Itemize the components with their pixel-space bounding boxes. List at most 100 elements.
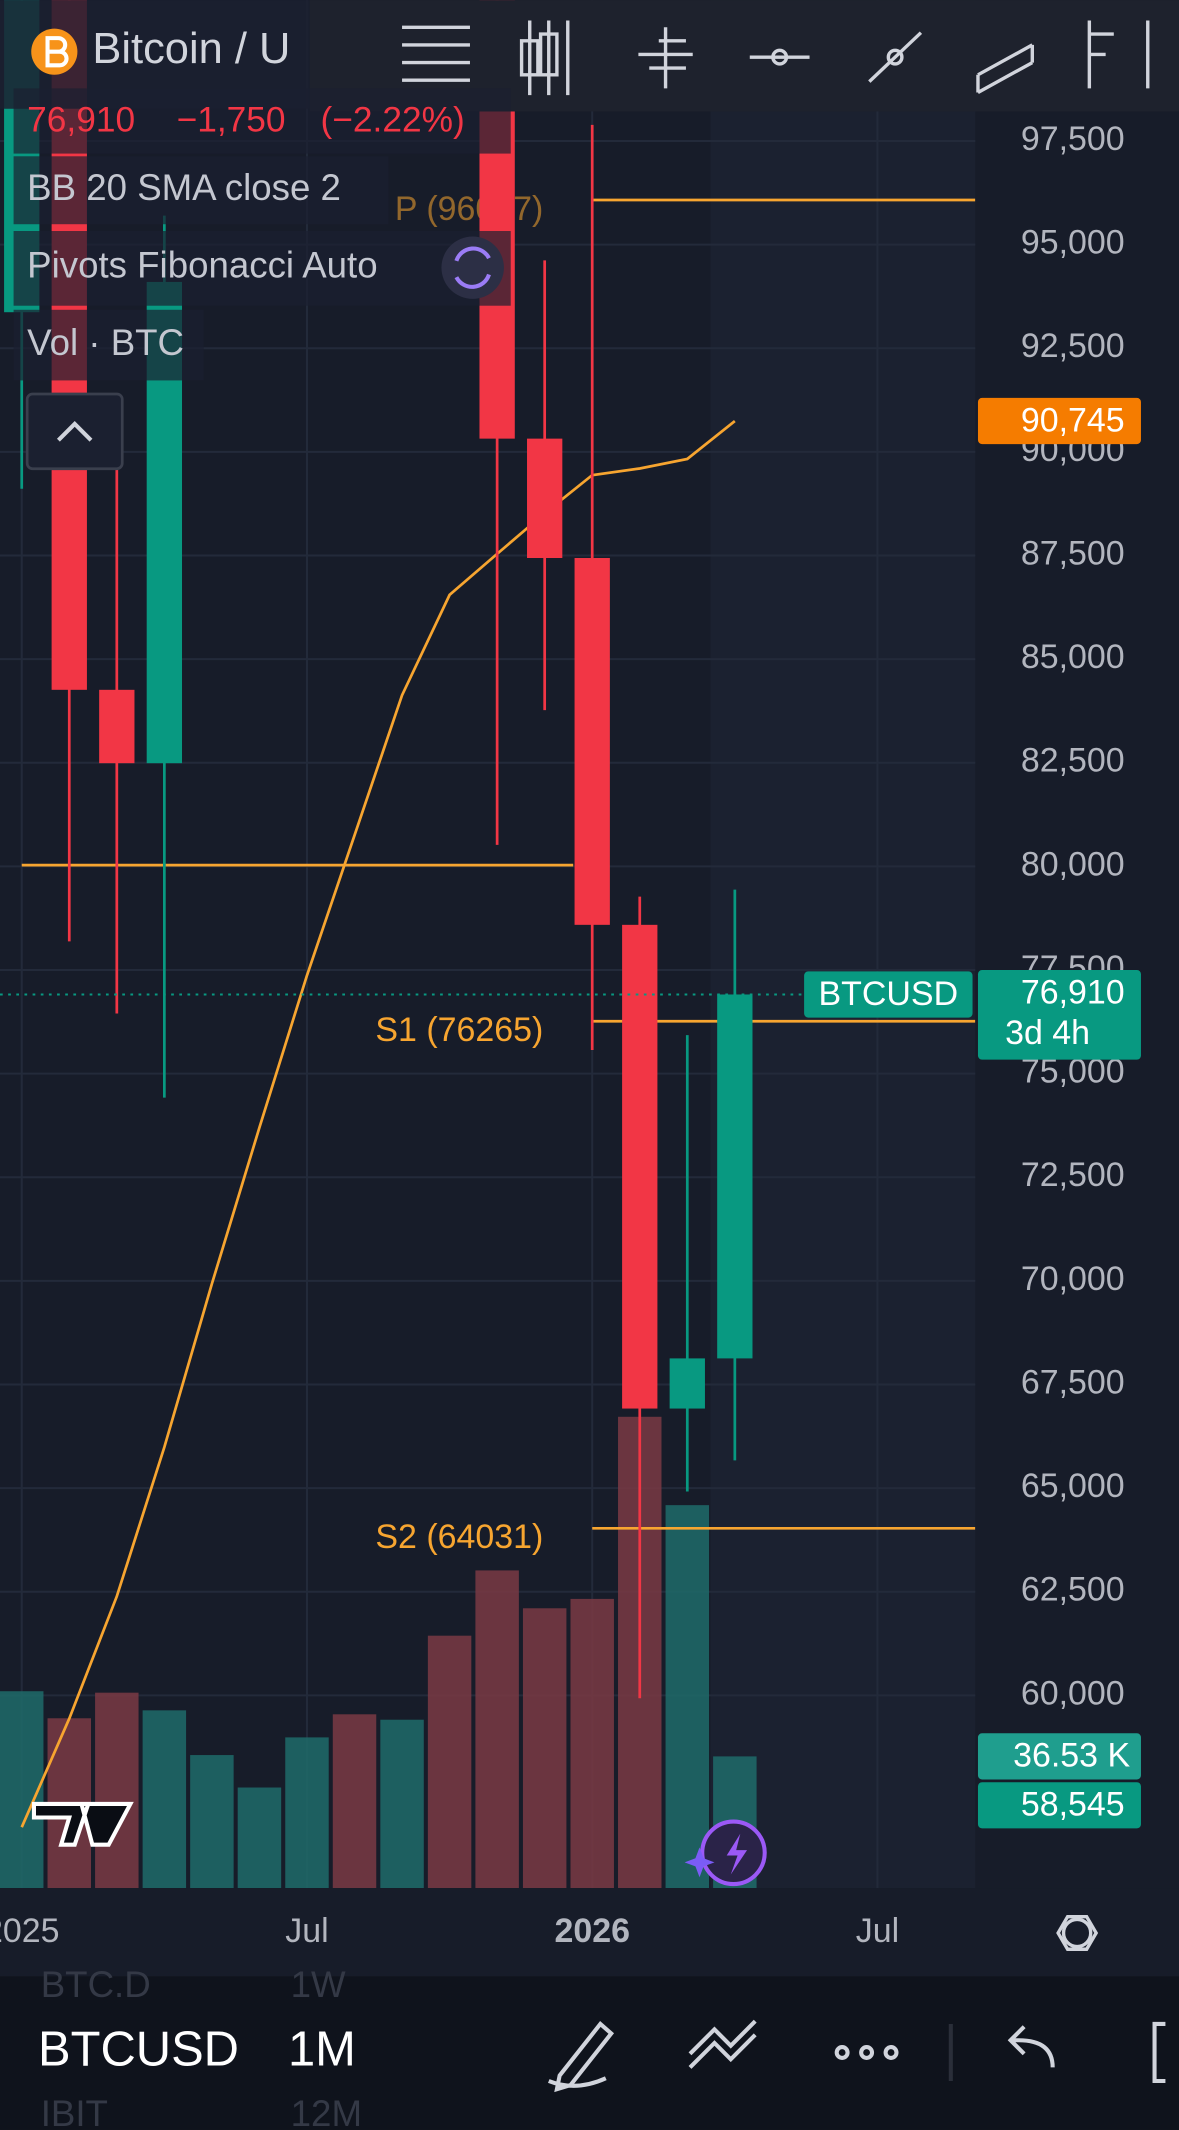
symbol-tag-bg — [804, 971, 973, 1018]
time-axis — [0, 1888, 1179, 1977]
pivot-label: S2 (64031) — [375, 1518, 543, 1556]
price-legend: 76,910 −1,750 (−2.22%) — [27, 101, 465, 140]
tool-dot[interactable] — [886, 48, 904, 66]
sparkle-icon — [684, 1847, 715, 1878]
pen-icon[interactable] — [547, 2021, 615, 2093]
legend-row-bg — [13, 309, 204, 381]
settings-gear[interactable] — [1056, 1914, 1099, 1951]
tool-lines[interactable] — [402, 25, 470, 82]
x-tick-label: 2025 — [0, 1912, 59, 1950]
pivot-label: P (96077) — [395, 190, 543, 228]
bottom-icons — [547, 2019, 1166, 2093]
bottom-bar — [0, 1976, 1179, 2130]
tv-logo — [31, 1801, 134, 1847]
y-tick-label: 62,500 — [1021, 1571, 1125, 1609]
tool-candles[interactable] — [519, 20, 570, 96]
faded-interval[interactable]: 12M — [291, 2093, 362, 2130]
volume-bar — [522, 1608, 567, 1889]
volume-bar — [475, 1570, 519, 1889]
sma-badge-bg — [977, 397, 1141, 445]
legend-price: 76,910 — [27, 101, 135, 140]
price-legend-bg — [13, 88, 511, 154]
volume-bar — [0, 1691, 44, 1889]
legend-change: −1,750 — [177, 101, 286, 140]
y-tick-label: 70,000 — [1021, 1260, 1125, 1298]
tool-dot[interactable] — [771, 48, 789, 66]
candle-body — [99, 689, 135, 764]
bolt-icon — [726, 1833, 748, 1875]
y-tick-label: 95,000 — [1021, 224, 1125, 262]
candle-body — [669, 1358, 705, 1409]
symbol-tag: BTCUSD — [819, 975, 959, 1013]
y-tick-label: 72,500 — [1021, 1156, 1125, 1194]
candle-body — [574, 558, 610, 925]
chevron-up — [56, 421, 93, 442]
sma-line — [20, 419, 736, 1828]
dot[interactable] — [859, 2045, 875, 2060]
y-tick-label: 82,500 — [1021, 742, 1125, 780]
tool-fib[interactable] — [1087, 20, 1114, 89]
candle-body — [717, 994, 753, 1359]
y-tick-label: 67,500 — [1021, 1363, 1125, 1401]
countdown: 3d 4h — [1005, 1014, 1090, 1052]
toolbar-icons — [402, 20, 1150, 96]
axes: 60,00062,50065,00067,50070,00072,50075,0… — [0, 120, 1141, 1950]
price-badge-bg — [977, 970, 1141, 1060]
legend-pivots[interactable]: Pivots Fibonacci Auto — [27, 244, 377, 285]
collapse-button[interactable] — [25, 392, 124, 471]
plot-area: P (96077) S1 (76265) S2 (64031) — [0, 0, 976, 1889]
volume-badge: 36.53 K — [1013, 1737, 1130, 1775]
volume-ma-badge: 58,545 — [1021, 1786, 1125, 1824]
volume-bar — [95, 1692, 139, 1889]
y-tick-label: 92,500 — [1021, 327, 1125, 365]
volume-badge-bg — [977, 1733, 1141, 1780]
tool-trend[interactable] — [868, 31, 923, 83]
y-tick-label: 65,000 — [1021, 1467, 1125, 1505]
refresh-button[interactable] — [441, 236, 504, 299]
shade — [710, 0, 976, 1889]
more-icon[interactable] — [1152, 2021, 1166, 2084]
legend-change-pct: (−2.22%) — [321, 101, 465, 140]
y-tick-label: 80,000 — [1021, 845, 1125, 883]
x-tick-label: 2026 — [554, 1912, 630, 1950]
volume-bar — [285, 1737, 329, 1889]
y-tick-label: 60,000 — [1021, 1674, 1125, 1712]
legend-vol[interactable]: Vol · BTC — [27, 322, 184, 363]
tool-channel[interactable] — [976, 43, 1035, 94]
symbol-title: Bitcoin / U — [92, 25, 290, 73]
legend-bb[interactable]: BB 20 SMA close 2 — [27, 167, 341, 208]
faded-interval[interactable]: 1W — [291, 1964, 346, 2005]
strategy-icon[interactable] — [688, 2019, 757, 2069]
dot[interactable] — [883, 2045, 899, 2060]
volume-bar — [380, 1719, 424, 1889]
overlay: Bitcoin / U ⋮⋮ 76,910 −1,750 (−2.22%) BB… — [13, 20, 1150, 1887]
volume-bar — [237, 1787, 282, 1889]
price-badge: 76,910 — [1021, 973, 1125, 1011]
settings-icon[interactable] — [1061, 1917, 1093, 1949]
symbol-picker[interactable]: BTCUSD — [38, 2022, 239, 2076]
faded-symbol[interactable]: BTC.D — [41, 1964, 151, 2005]
y-tick-label: 85,000 — [1021, 638, 1125, 676]
x-tick-label: Jul — [285, 1912, 328, 1950]
legend-row-bg — [13, 231, 511, 306]
sma-badge: 90,745 — [1021, 401, 1125, 439]
interval-picker[interactable]: 1M — [288, 2022, 356, 2076]
volume-bar — [570, 1598, 614, 1889]
faded-symbol[interactable]: IBIT — [41, 2093, 108, 2130]
dot[interactable] — [834, 2045, 850, 2060]
legend-row-bg — [13, 156, 389, 225]
candle-body — [527, 438, 563, 559]
y-tick-label: 97,500 — [1021, 120, 1125, 158]
candle-body — [622, 924, 658, 1409]
volume-ma-badge-bg — [977, 1782, 1141, 1829]
x-tick-label: Jul — [856, 1912, 899, 1950]
volume-bar — [142, 1710, 187, 1889]
volume-bar — [427, 1635, 472, 1889]
undo-icon[interactable] — [1007, 2025, 1055, 2068]
refresh-icon — [454, 246, 491, 289]
volume-bar — [332, 1714, 377, 1889]
tool-volume-profile[interactable] — [638, 27, 693, 89]
y-tick-label: 87,500 — [1021, 534, 1125, 572]
pivot-label: S1 (76265) — [375, 1011, 543, 1049]
